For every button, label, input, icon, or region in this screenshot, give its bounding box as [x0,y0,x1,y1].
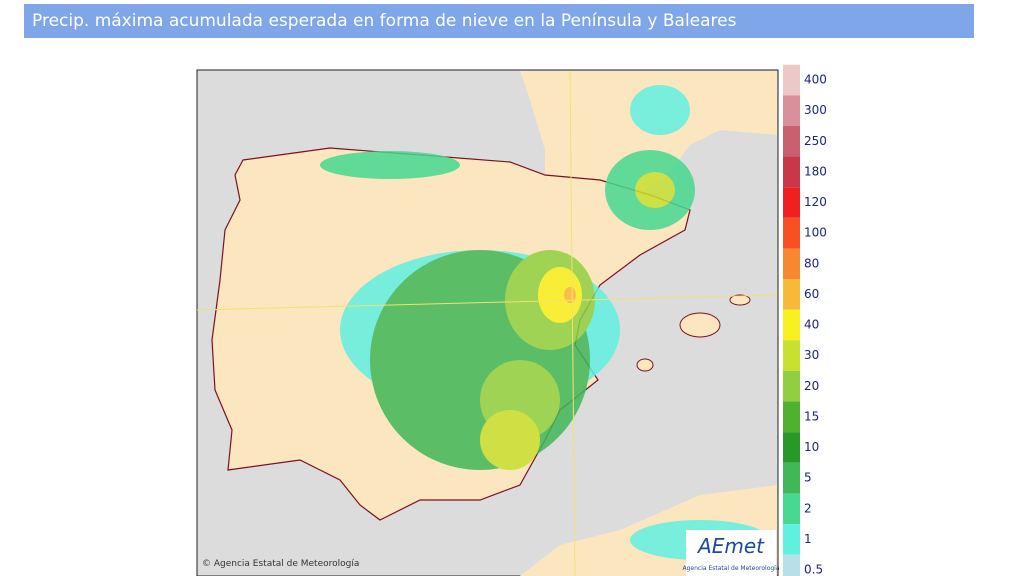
header-title: Precip. máxima acumulada esperada en for… [24,4,974,38]
mallorca [679,312,721,338]
legend-label: 15 [804,409,819,423]
logo-box [686,530,776,576]
legend-label: 180 [804,164,827,178]
logo-subtitle: Agencia Estatal de Meteorología [683,565,780,572]
legend-label: 400 [804,73,827,87]
precip-areas [320,85,770,560]
legend-swatch [783,248,800,280]
legend-swatch [783,493,800,525]
menorca [729,294,751,306]
legend-swatch [783,432,800,463]
legend-label: 120 [804,195,827,209]
legend-swatch [783,187,800,218]
logo: AEmet [696,534,765,558]
legend-swatch [783,554,800,576]
legend-swatch [783,401,800,433]
legend-swatch [783,125,800,157]
legend-label: 1 [804,532,812,546]
ibiza [636,358,654,372]
meridian-line [196,294,778,311]
legend-label: 80 [804,256,819,270]
legend-label: 10 [804,440,819,454]
legend-swatch [783,370,800,402]
copyright: © Agencia Estatal de Meteorología [202,559,359,569]
legend-swatch [783,279,800,310]
legend-label: 40 [804,318,819,332]
legend-swatch [783,340,800,371]
legend-swatch [783,309,800,341]
legend-swatch [783,95,800,126]
legend-label: 30 [804,348,819,362]
legend-label: 5 [804,471,812,485]
legend-swatch [783,217,800,249]
legend-label: 2 [804,501,812,515]
legend-swatch [783,462,800,494]
legend-swatch [783,156,800,188]
legend-label: 20 [804,379,819,393]
legend-label: 300 [804,103,827,117]
legend-swatch [783,524,800,555]
legend-label: 0.5 [804,563,823,576]
legend-label: 250 [804,134,827,148]
legend: 400 300 250 180 120 100 80 60 40 30 20 15 10 5 2 1 0.5 [783,64,827,576]
legend-swatch [783,64,800,96]
legend-label: 60 [804,287,819,301]
legend-label: 100 [804,226,827,240]
meridian-line [569,70,576,576]
